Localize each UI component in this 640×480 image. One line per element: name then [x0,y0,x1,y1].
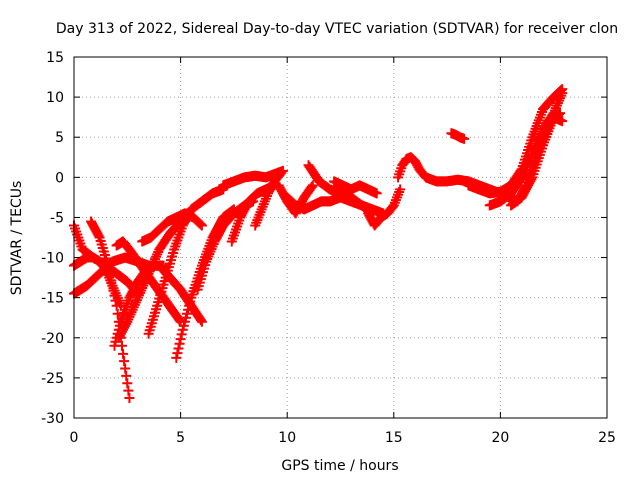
x-axis-label: GPS time / hours [281,458,398,474]
data-series [506,112,568,211]
data-point [459,133,470,144]
y-tick-label: 15 [46,50,64,66]
data-point [118,348,129,359]
data-point [195,315,206,326]
data-point [371,188,382,199]
data-point [176,329,187,340]
data-point [557,116,568,127]
data-series [329,176,382,199]
data-point [196,220,207,231]
y-tick-label: -20 [41,331,64,347]
data-point [175,334,186,345]
data-point [106,275,117,286]
data-point [124,392,135,403]
data-point [104,265,115,276]
data-point [122,378,133,389]
y-tick-label: 10 [46,90,64,106]
data-point [179,316,190,327]
data-point [120,363,131,374]
data-point [180,312,191,323]
data-point [178,320,189,331]
data-point [173,343,184,354]
data-point [177,324,188,335]
data-point [274,169,285,180]
y-axis-label: SDTVAR / TECUs [9,181,25,296]
data-point [184,300,195,311]
data-point [112,308,123,319]
data-point [183,304,194,315]
data-series [86,216,135,403]
data-point [109,340,120,351]
data-point [275,168,286,179]
data-point [195,219,206,230]
plot-frame [73,56,608,419]
data-series [143,184,229,339]
data-point [123,385,134,396]
x-tick-labels: 0 5 10 15 20 25 [70,430,616,446]
data-point [196,316,207,327]
data-point [171,352,182,363]
y-tick-label: -15 [41,291,64,307]
axis-ticks [73,56,608,419]
data-point [185,296,196,307]
data-series [446,128,470,144]
data-point [110,295,121,306]
x-tick-label: 25 [598,430,616,446]
data-point [395,184,406,195]
data-point [111,300,122,311]
y-tick-label: -10 [41,251,64,267]
y-tick-label: 0 [55,170,64,186]
y-tick-label: -25 [41,371,64,387]
data-point [172,348,183,359]
data-series [363,184,406,231]
data-point [557,88,568,99]
data-point [174,315,185,326]
x-tick-label: 0 [70,430,79,446]
y-tick-label: -5 [50,210,64,226]
data-point [119,356,130,367]
y-tick-label: -30 [41,411,64,427]
data-series [250,168,286,231]
data-point [109,290,120,301]
y-tick-label: 5 [55,130,64,146]
x-tick-label: 10 [278,430,296,446]
data-series [111,236,186,327]
x-tick-label: 5 [176,430,185,446]
data-point [105,270,116,281]
data-point [107,280,118,291]
data-marks [69,84,568,403]
data-point [307,180,318,191]
data-point [306,181,317,192]
x-tick-label: 20 [491,430,509,446]
x-tick-label: 15 [385,430,403,446]
data-point [181,308,192,319]
data-point [108,285,119,296]
data-point [158,260,169,271]
data-point [174,338,185,349]
chart-title: Day 313 of 2022, Sidereal Day-to-day VTE… [56,21,618,37]
y-tick-labels: -30 -25 -20 -15 -10 -5 0 5 10 15 [41,50,64,427]
data-point [103,260,114,271]
data-point [121,370,132,381]
